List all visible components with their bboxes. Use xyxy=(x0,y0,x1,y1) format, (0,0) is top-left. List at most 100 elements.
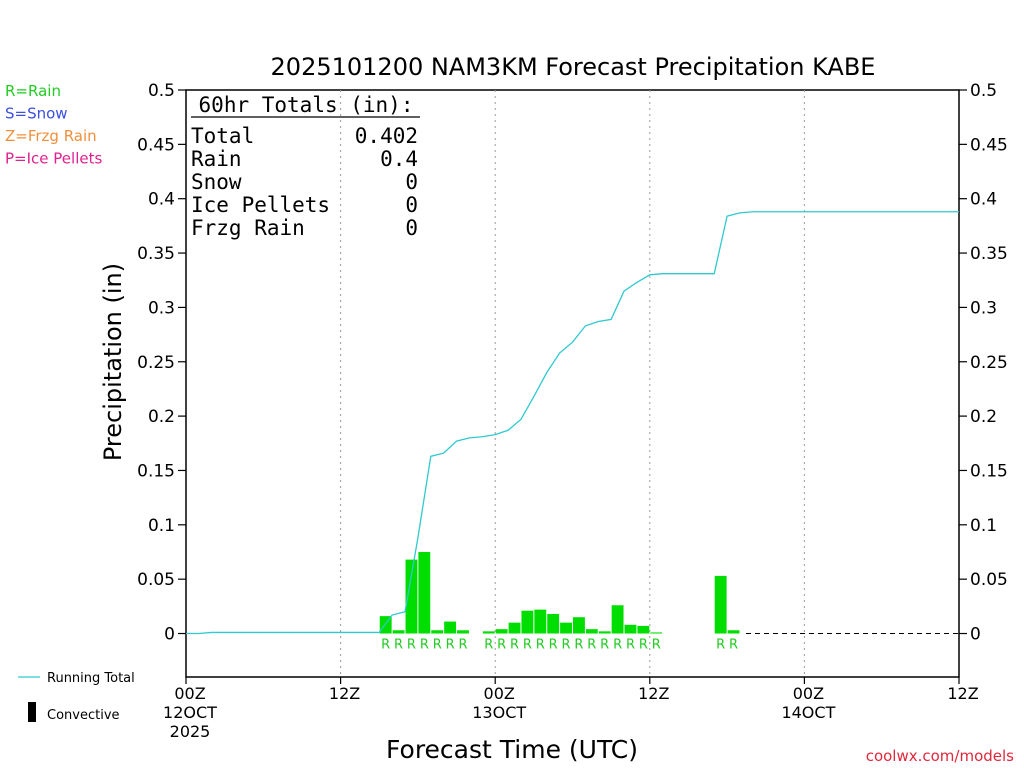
precip-type-code: R xyxy=(626,638,635,653)
precip-bar xyxy=(521,610,534,634)
precip-type-code: R xyxy=(381,638,390,653)
precip-type-code: R xyxy=(433,638,442,653)
precip-bar xyxy=(573,617,585,634)
y-tick-label: 0.2 xyxy=(148,407,175,427)
y-tick-label: 0.35 xyxy=(137,244,175,264)
x-tick-label: 13OCT xyxy=(472,703,526,722)
precip-type-code: R xyxy=(484,638,493,653)
x-tick-label: 00Z xyxy=(484,684,515,703)
y-tick-label: 0.25 xyxy=(137,353,175,373)
precip-type-code: R xyxy=(729,638,738,653)
y-tick-label-right: 0.4 xyxy=(970,190,997,210)
convective-legend-swatch xyxy=(28,702,36,722)
precip-type-code: R xyxy=(407,638,416,653)
precip-type-code: R xyxy=(600,638,609,653)
precip-type-legend-entry: S=Snow xyxy=(5,105,68,123)
precip-bar xyxy=(457,630,469,634)
x-tick-label: 12Z xyxy=(329,684,360,703)
y-tick-label-right: 0.25 xyxy=(970,353,1008,373)
y-tick-label-right: 0.45 xyxy=(970,135,1008,155)
precip-type-code: R xyxy=(497,638,506,653)
precip-type-code: R xyxy=(549,638,558,653)
y-tick-label: 0.15 xyxy=(137,461,175,481)
precip-bar xyxy=(495,629,508,634)
precip-bar xyxy=(611,605,624,634)
precip-bar xyxy=(405,559,418,634)
precip-type-code: R xyxy=(613,638,622,653)
chart-title: 2025101200 NAM3KM Forecast Precipitation… xyxy=(271,53,876,81)
y-tick-label: 0.05 xyxy=(137,570,175,590)
totals-row-label: Ice Pellets xyxy=(191,193,330,217)
x-tick-label: 14OCT xyxy=(781,703,835,722)
precip-bar xyxy=(598,631,611,634)
precip-type-code: R xyxy=(458,638,467,653)
precip-bar xyxy=(431,630,444,634)
y-tick-label-right: 0.3 xyxy=(970,298,997,318)
precip-bars xyxy=(379,551,740,634)
precip-type-code: R xyxy=(562,638,571,653)
precip-bar xyxy=(547,613,560,634)
precip-type-code: R xyxy=(394,638,403,653)
precip-bar xyxy=(444,621,457,634)
precip-bar xyxy=(508,622,521,634)
y-axis-title: Precipitation (in) xyxy=(99,263,127,461)
precip-bar xyxy=(585,629,598,634)
y-tick-label: 0.1 xyxy=(148,516,175,536)
totals-row-value: 0 xyxy=(405,216,418,240)
precip-bar xyxy=(482,631,495,634)
precip-bar xyxy=(637,625,650,634)
precip-bar xyxy=(650,632,663,634)
precip-type-code: R xyxy=(574,638,583,653)
y-tick-label-right: 0 xyxy=(970,625,981,645)
y-tick-label-right: 0.05 xyxy=(970,570,1008,590)
precip-type-code: R xyxy=(510,638,519,653)
precip-type-code: R xyxy=(639,638,648,653)
x-axis-title: Forecast Time (UTC) xyxy=(386,735,638,764)
y-tick-label: 0.3 xyxy=(148,298,175,318)
x-tick-label: 12OCT xyxy=(163,703,217,722)
precip-type-legend-entry: Z=Frzg Rain xyxy=(5,127,97,145)
precip-type-code: R xyxy=(523,638,532,653)
precip-type-code: R xyxy=(652,638,661,653)
totals-row-label: Snow xyxy=(191,170,242,194)
y-tick-label: 0.4 xyxy=(148,190,175,210)
totals-row-value: 0.4 xyxy=(380,147,418,171)
precip-type-legend-entry: P=Ice Pellets xyxy=(5,150,102,168)
precip-bar xyxy=(714,575,727,634)
y-axis-right: 0.5 0.45 0.4 0.35 0.3 0.25 0.2 0.15 0.1 0.05 0 xyxy=(959,81,1008,645)
totals-row-label: Rain xyxy=(191,147,242,171)
precip-type-legend-entry: R=Rain xyxy=(5,82,61,100)
credit-link[interactable]: coolwx.com/models xyxy=(866,747,1014,765)
y-axis-left: 0.5 0.45 0.4 0.35 0.3 0.25 0.2 0.15 0.1 0.05 0 xyxy=(137,81,186,645)
totals-row-value: 0 xyxy=(405,193,418,217)
x-tick-label: 2025 xyxy=(170,722,211,741)
y-tick-label: 0.45 xyxy=(137,135,175,155)
x-tick-label: 12Z xyxy=(947,684,978,703)
totals-row-label: Total xyxy=(191,124,254,148)
precip-bar xyxy=(727,630,740,634)
precip-type-code: R xyxy=(446,638,455,653)
running-total-line xyxy=(186,211,959,635)
precip-bar xyxy=(624,624,637,634)
y-tick-label: 0 xyxy=(164,625,175,645)
plot-frame xyxy=(185,89,960,678)
precip-type-code: R xyxy=(587,638,596,653)
x-tick-label: 00Z xyxy=(174,684,205,703)
totals-box: 60hr Totals (in): Total 0.402 Rain 0.4 Snow 0… xyxy=(191,93,420,240)
y-tick-label-right: 0.35 xyxy=(970,244,1008,264)
precip-bar xyxy=(418,551,431,634)
y-tick-label-right: 0.1 xyxy=(970,516,997,536)
y-tick-label-right: 0.2 xyxy=(970,407,997,427)
precip-type-legend: R=Rain S=Snow Z=Frzg Rain P=Ice Pellets xyxy=(5,82,102,168)
x-tick-label: 12Z xyxy=(638,684,669,703)
convective-legend-label: Convective xyxy=(47,708,120,723)
y-tick-label: 0.5 xyxy=(148,81,175,101)
precip-bar xyxy=(560,622,572,634)
totals-row-label: Frzg Rain xyxy=(191,216,305,240)
precip-bar xyxy=(534,609,547,634)
precip-bar xyxy=(392,630,405,634)
precip-type-code: R xyxy=(716,638,725,653)
x-tick-label: 00Z xyxy=(793,684,824,703)
y-tick-label-right: 0.5 xyxy=(970,81,997,101)
